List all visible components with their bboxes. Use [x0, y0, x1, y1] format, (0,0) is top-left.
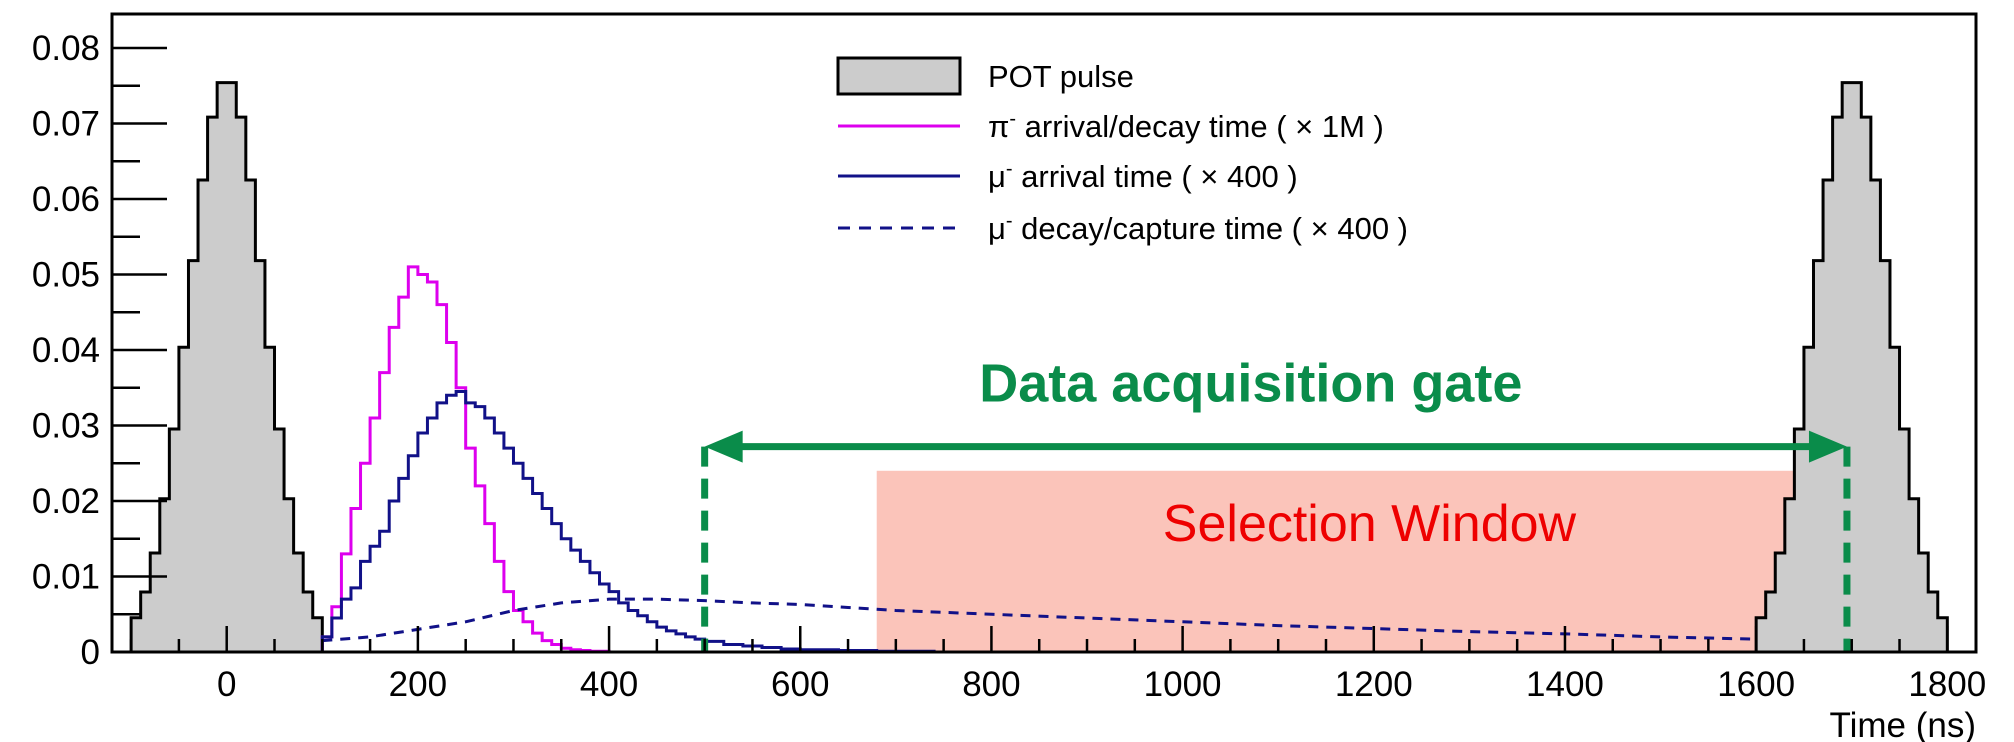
pot-pulse-2	[1756, 83, 1947, 652]
legend: POT pulse π- arrival/decay time ( × 1M ) μ…	[838, 58, 1408, 246]
y-tick-label: 0.06	[32, 180, 100, 219]
y-tick-label: 0	[81, 633, 100, 672]
muon-arrival-series	[322, 392, 943, 652]
y-tick-label: 0.05	[32, 255, 100, 294]
x-tick-label: 600	[771, 665, 829, 704]
selection-window-label: Selection Window	[1163, 495, 1577, 553]
x-tick-label: 1200	[1335, 665, 1413, 704]
x-tick-label: 200	[389, 665, 447, 704]
daq-gate-arrowhead-left	[705, 431, 743, 463]
pion-series	[313, 267, 619, 652]
legend-label: μ- arrival time ( × 400 )	[988, 158, 1298, 194]
legend-label: μ- decay/capture time ( × 400 )	[988, 210, 1408, 246]
y-tick-label: 0.07	[32, 104, 100, 143]
x-axis-title: Time (ns)	[1830, 706, 1976, 742]
legend-label: POT pulse	[988, 59, 1134, 94]
y-tick-label: 0.03	[32, 406, 100, 445]
legend-swatch-pot	[838, 58, 960, 94]
x-tick-label: 800	[962, 665, 1020, 704]
pot-pulse-1	[131, 83, 322, 652]
y-tick-label: 0.04	[32, 331, 100, 370]
x-tick-label: 400	[580, 665, 638, 704]
x-tick-label: 1600	[1717, 665, 1795, 704]
y-tick-label: 0.08	[32, 29, 100, 68]
x-tick-label: 0	[217, 665, 236, 704]
pion-step-line	[313, 267, 619, 652]
x-tick-label: 1000	[1144, 665, 1222, 704]
daq-gate-label: Data acquisition gate	[979, 354, 1522, 414]
y-tick-label: 0.01	[32, 557, 100, 596]
y-axis: 0 0.01 0.02 0.03 0.04 0.05 0.06 0.07 0.08	[32, 29, 167, 672]
legend-label: π- arrival/decay time ( × 1M )	[988, 108, 1384, 144]
x-tick-label: 1800	[1908, 665, 1986, 704]
y-tick-label: 0.02	[32, 482, 100, 521]
x-tick-label: 1400	[1526, 665, 1604, 704]
muon-arrival-step-line	[322, 392, 943, 652]
